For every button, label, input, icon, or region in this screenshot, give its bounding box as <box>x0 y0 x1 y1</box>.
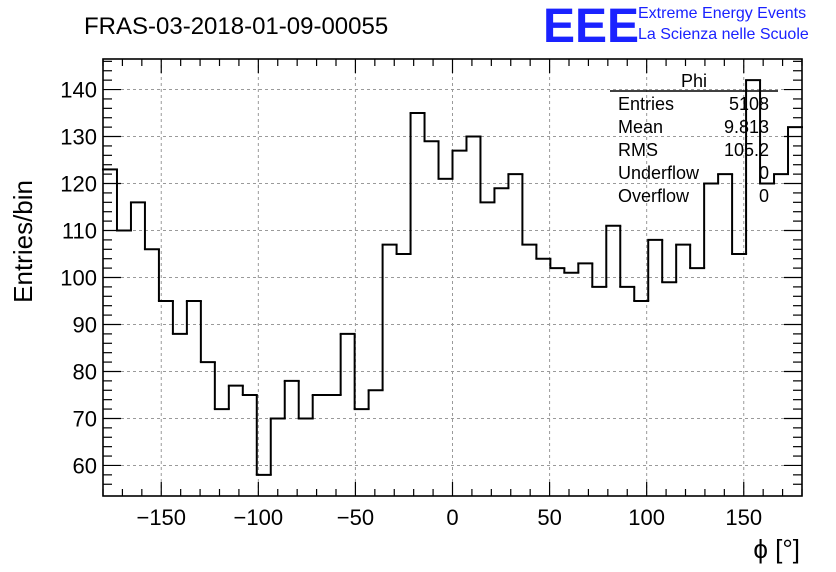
stats-label-underflow: Underflow <box>618 163 700 183</box>
chart-title: FRAS-03-2018-01-09-00055 <box>84 13 388 40</box>
grid-lines <box>103 59 802 496</box>
y-tick-label: 120 <box>60 172 97 197</box>
eee-logo-line2: La Scienza nelle Scuole <box>638 26 809 43</box>
stats-label-overflow: Overflow <box>618 186 690 206</box>
axis-ticks <box>102 59 803 496</box>
y-tick-label: 90 <box>73 312 97 337</box>
stats-value-entries: 5108 <box>729 94 769 114</box>
stats-label-entries: Entries <box>618 94 674 114</box>
stats-box-rows: Entries 5108 Mean 9.813 RMS 105.2 Underflow 0 Ov… <box>618 94 769 206</box>
y-tick-labels: 60 70 80 90 100 110 120 130 140 <box>60 78 97 479</box>
y-tick-label: 110 <box>62 219 97 244</box>
x-tick-label: −100 <box>234 505 284 530</box>
stats-value-mean: 9.813 <box>724 117 769 137</box>
stats-label-mean: Mean <box>618 117 663 137</box>
x-tick-label: 0 <box>446 505 458 530</box>
x-tick-label: −150 <box>136 505 186 530</box>
y-axis-title: Entries/bin <box>8 180 38 303</box>
stats-box: Phi Entries 5108 Mean 9.813 RMS 105.2 Underflo… <box>610 71 778 206</box>
x-tick-label: −50 <box>337 505 374 530</box>
y-tick-label: 80 <box>73 359 97 384</box>
stats-value-rms: 105.2 <box>724 140 769 160</box>
eee-logo-line1: Extreme Energy Events <box>638 5 806 22</box>
x-tick-labels: −150 −100 −50 0 50 100 150 <box>136 505 762 530</box>
x-tick-label: 150 <box>725 505 762 530</box>
y-tick-label: 70 <box>73 406 97 431</box>
stats-label-rms: RMS <box>618 140 658 160</box>
x-axis-title: ϕ [°] <box>753 534 800 564</box>
y-tick-label: 100 <box>60 266 97 291</box>
stats-value-underflow: 0 <box>759 163 769 183</box>
y-tick-label: 60 <box>73 453 97 478</box>
histogram-bars <box>102 79 803 476</box>
eee-logo: EEE Extreme Energy Events La Scienza nel… <box>543 0 809 53</box>
x-tick-label: 50 <box>537 505 561 530</box>
x-tick-label: 100 <box>628 505 665 530</box>
y-tick-label: 140 <box>60 78 97 103</box>
eee-logo-mark: EEE <box>543 0 639 53</box>
y-tick-label: 130 <box>60 125 97 150</box>
stats-box-name: Phi <box>681 71 707 91</box>
stats-value-overflow: 0 <box>759 186 769 206</box>
